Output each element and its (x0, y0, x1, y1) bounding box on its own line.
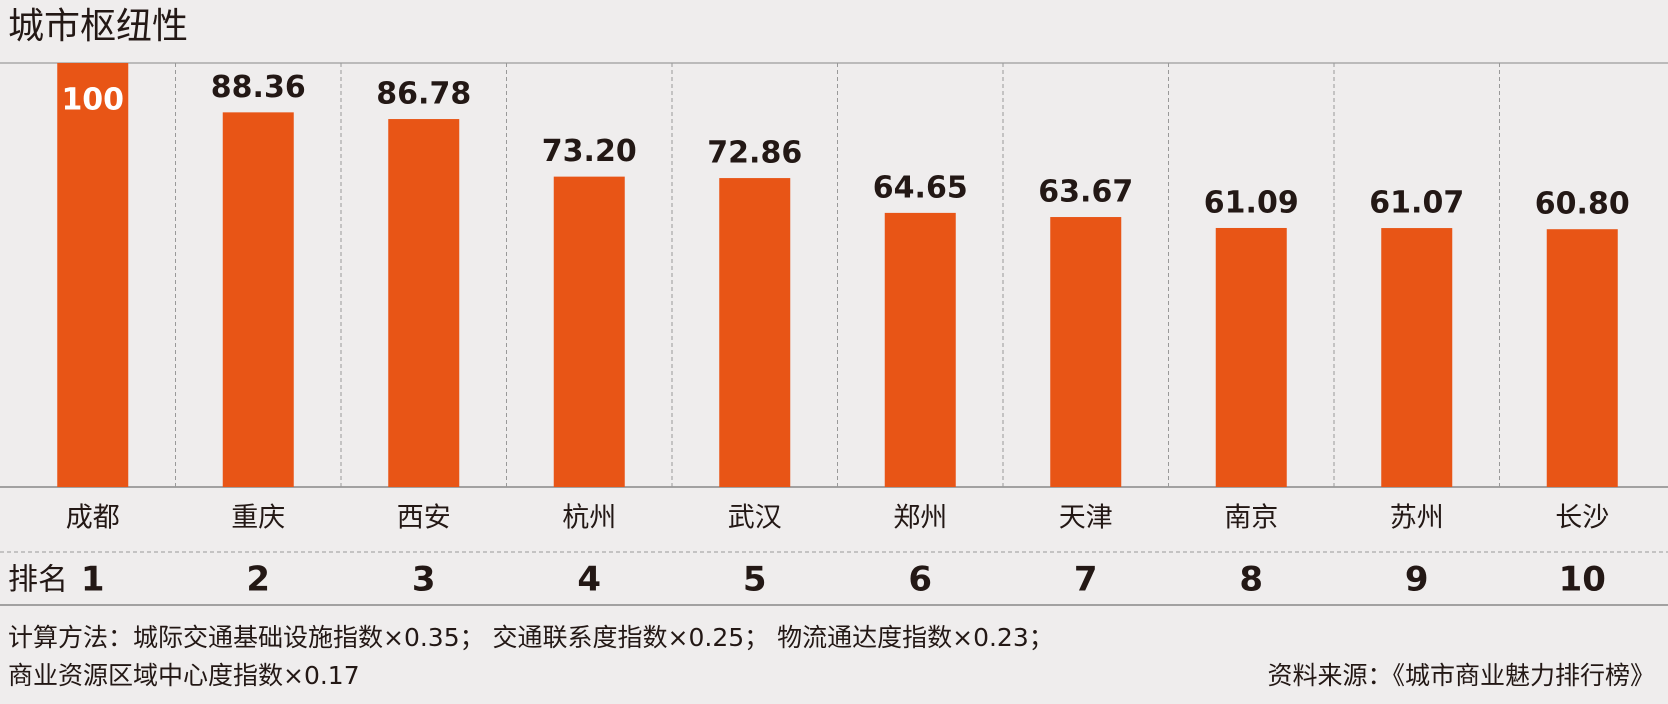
x-tick-label: 重庆 (231, 503, 285, 534)
x-tick-label: 天津 (1059, 503, 1113, 534)
x-tick-label: 南京 (1224, 503, 1278, 534)
value-label: 88.36 (211, 70, 306, 105)
note: 商业资源区域中心度指数×0.17 (8, 661, 360, 690)
bar (1215, 227, 1287, 487)
rank: 3 (412, 560, 436, 600)
bar (719, 178, 791, 487)
rank-label: 排名 (8, 563, 68, 598)
bar (57, 63, 129, 487)
bar (388, 119, 460, 488)
x-tick-label: 杭州 (562, 503, 616, 534)
x-tick-label: 苏州 (1390, 503, 1444, 534)
chart-title: 城市枢纽性 (8, 6, 188, 47)
x-tick-label: 成都 (66, 503, 120, 534)
value-label: 64.65 (873, 170, 968, 205)
bar (553, 176, 625, 487)
bar (222, 112, 294, 487)
rank: 10 (1559, 560, 1606, 600)
rank: 5 (743, 560, 767, 600)
bar (1381, 228, 1453, 487)
rank: 9 (1405, 560, 1429, 600)
rank: 4 (577, 560, 601, 600)
value-label: 86.78 (376, 77, 471, 112)
x-tick-label: 长沙 (1555, 503, 1609, 534)
value-label: 61.09 (1204, 185, 1299, 220)
value-label: 61.07 (1369, 186, 1464, 221)
x-tick-label: 武汉 (728, 503, 782, 534)
source: 资料来源：《城市商业魅力排行榜》 (1267, 661, 1655, 690)
value-label: 100 (61, 83, 124, 118)
value-label: 63.67 (1038, 175, 1133, 210)
note: 计算方法：城际交通基础设施指数×0.35； 交通联系度指数×0.25； 物流通达… (8, 623, 1054, 652)
x-tick-label: 西安 (397, 503, 451, 534)
bar (1546, 229, 1618, 487)
rank: 1 (81, 560, 105, 600)
x-tick-label: 郑州 (893, 503, 947, 534)
value-label: 60.80 (1535, 187, 1630, 222)
value-label: 73.20 (542, 134, 637, 169)
bar (1050, 217, 1122, 488)
value-label: 72.86 (707, 136, 802, 171)
rank: 6 (908, 560, 932, 600)
rank: 2 (246, 560, 270, 600)
rank: 8 (1239, 560, 1263, 600)
bar (884, 212, 956, 487)
rank: 7 (1074, 560, 1098, 600)
